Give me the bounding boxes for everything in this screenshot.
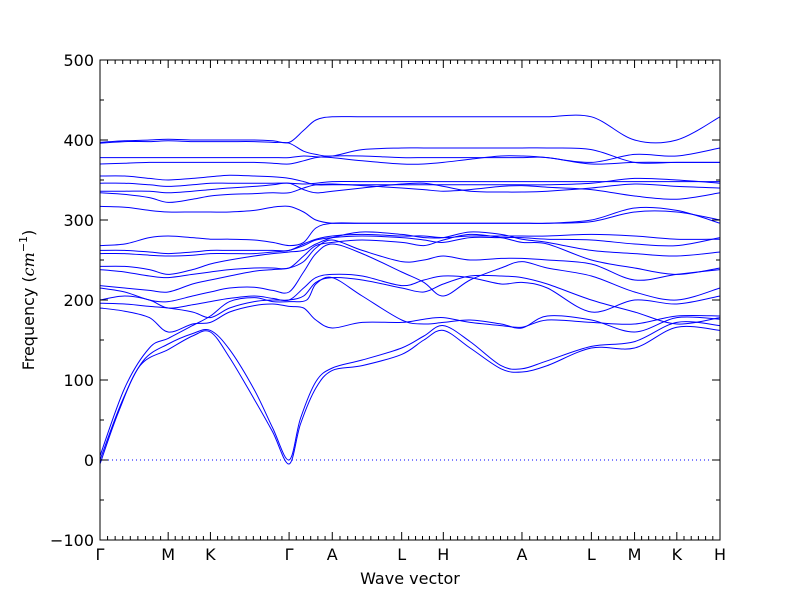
dispersion-branch-4 — [99, 303, 721, 333]
y-axis-label: Frequency (cm−1) — [17, 230, 38, 371]
x-tick-label: A — [516, 545, 527, 564]
x-axis-label: Wave vector — [360, 569, 460, 588]
dispersion-branch-1 — [99, 325, 721, 465]
x-tick-label: A — [327, 545, 338, 564]
x-tick-label: K — [672, 545, 683, 564]
dispersion-branch-11 — [99, 235, 721, 257]
x-tick-label: K — [205, 545, 216, 564]
x-tick-label: L — [587, 545, 596, 564]
y-tick-label: 200 — [63, 291, 94, 310]
dispersion-branch-7 — [99, 243, 721, 303]
x-tick-label: Γ — [96, 545, 105, 564]
dispersion-branch-21 — [99, 140, 720, 164]
y-tick-label: −100 — [50, 531, 94, 550]
x-tick-label: L — [397, 545, 406, 564]
dispersion-branch-16 — [100, 182, 721, 194]
dispersion-branch-9 — [99, 233, 721, 279]
dispersion-branch-14 — [99, 205, 721, 224]
dispersion-branch-12 — [99, 233, 721, 255]
dispersion-branch-15 — [99, 183, 721, 203]
y-tick-label: 400 — [63, 131, 94, 150]
x-tick-label: M — [628, 545, 642, 564]
y-tick-label: 500 — [63, 51, 94, 70]
y-tick-label: 100 — [63, 371, 94, 390]
y-tick-label: 0 — [84, 451, 94, 470]
dispersion-branch-6 — [99, 273, 721, 313]
x-tick-label: Γ — [285, 545, 294, 564]
dispersion-branch-17 — [99, 180, 720, 187]
dispersion-branch-22 — [99, 114, 721, 144]
series-lines — [99, 114, 721, 465]
dispersion-branch-20 — [100, 147, 721, 165]
x-tick-label: M — [161, 545, 175, 564]
y-axis-ticks: −100 0 100 200 300 400 500 — [50, 51, 720, 550]
y-tick-label: 300 — [63, 211, 94, 230]
dispersion-branch-18 — [99, 174, 721, 186]
dispersion-branch-2 — [99, 321, 721, 461]
x-tick-label: H — [437, 545, 449, 564]
dispersion-branch-8 — [99, 239, 721, 293]
dispersion-branch-5 — [99, 274, 721, 325]
x-tick-label: H — [714, 545, 726, 564]
